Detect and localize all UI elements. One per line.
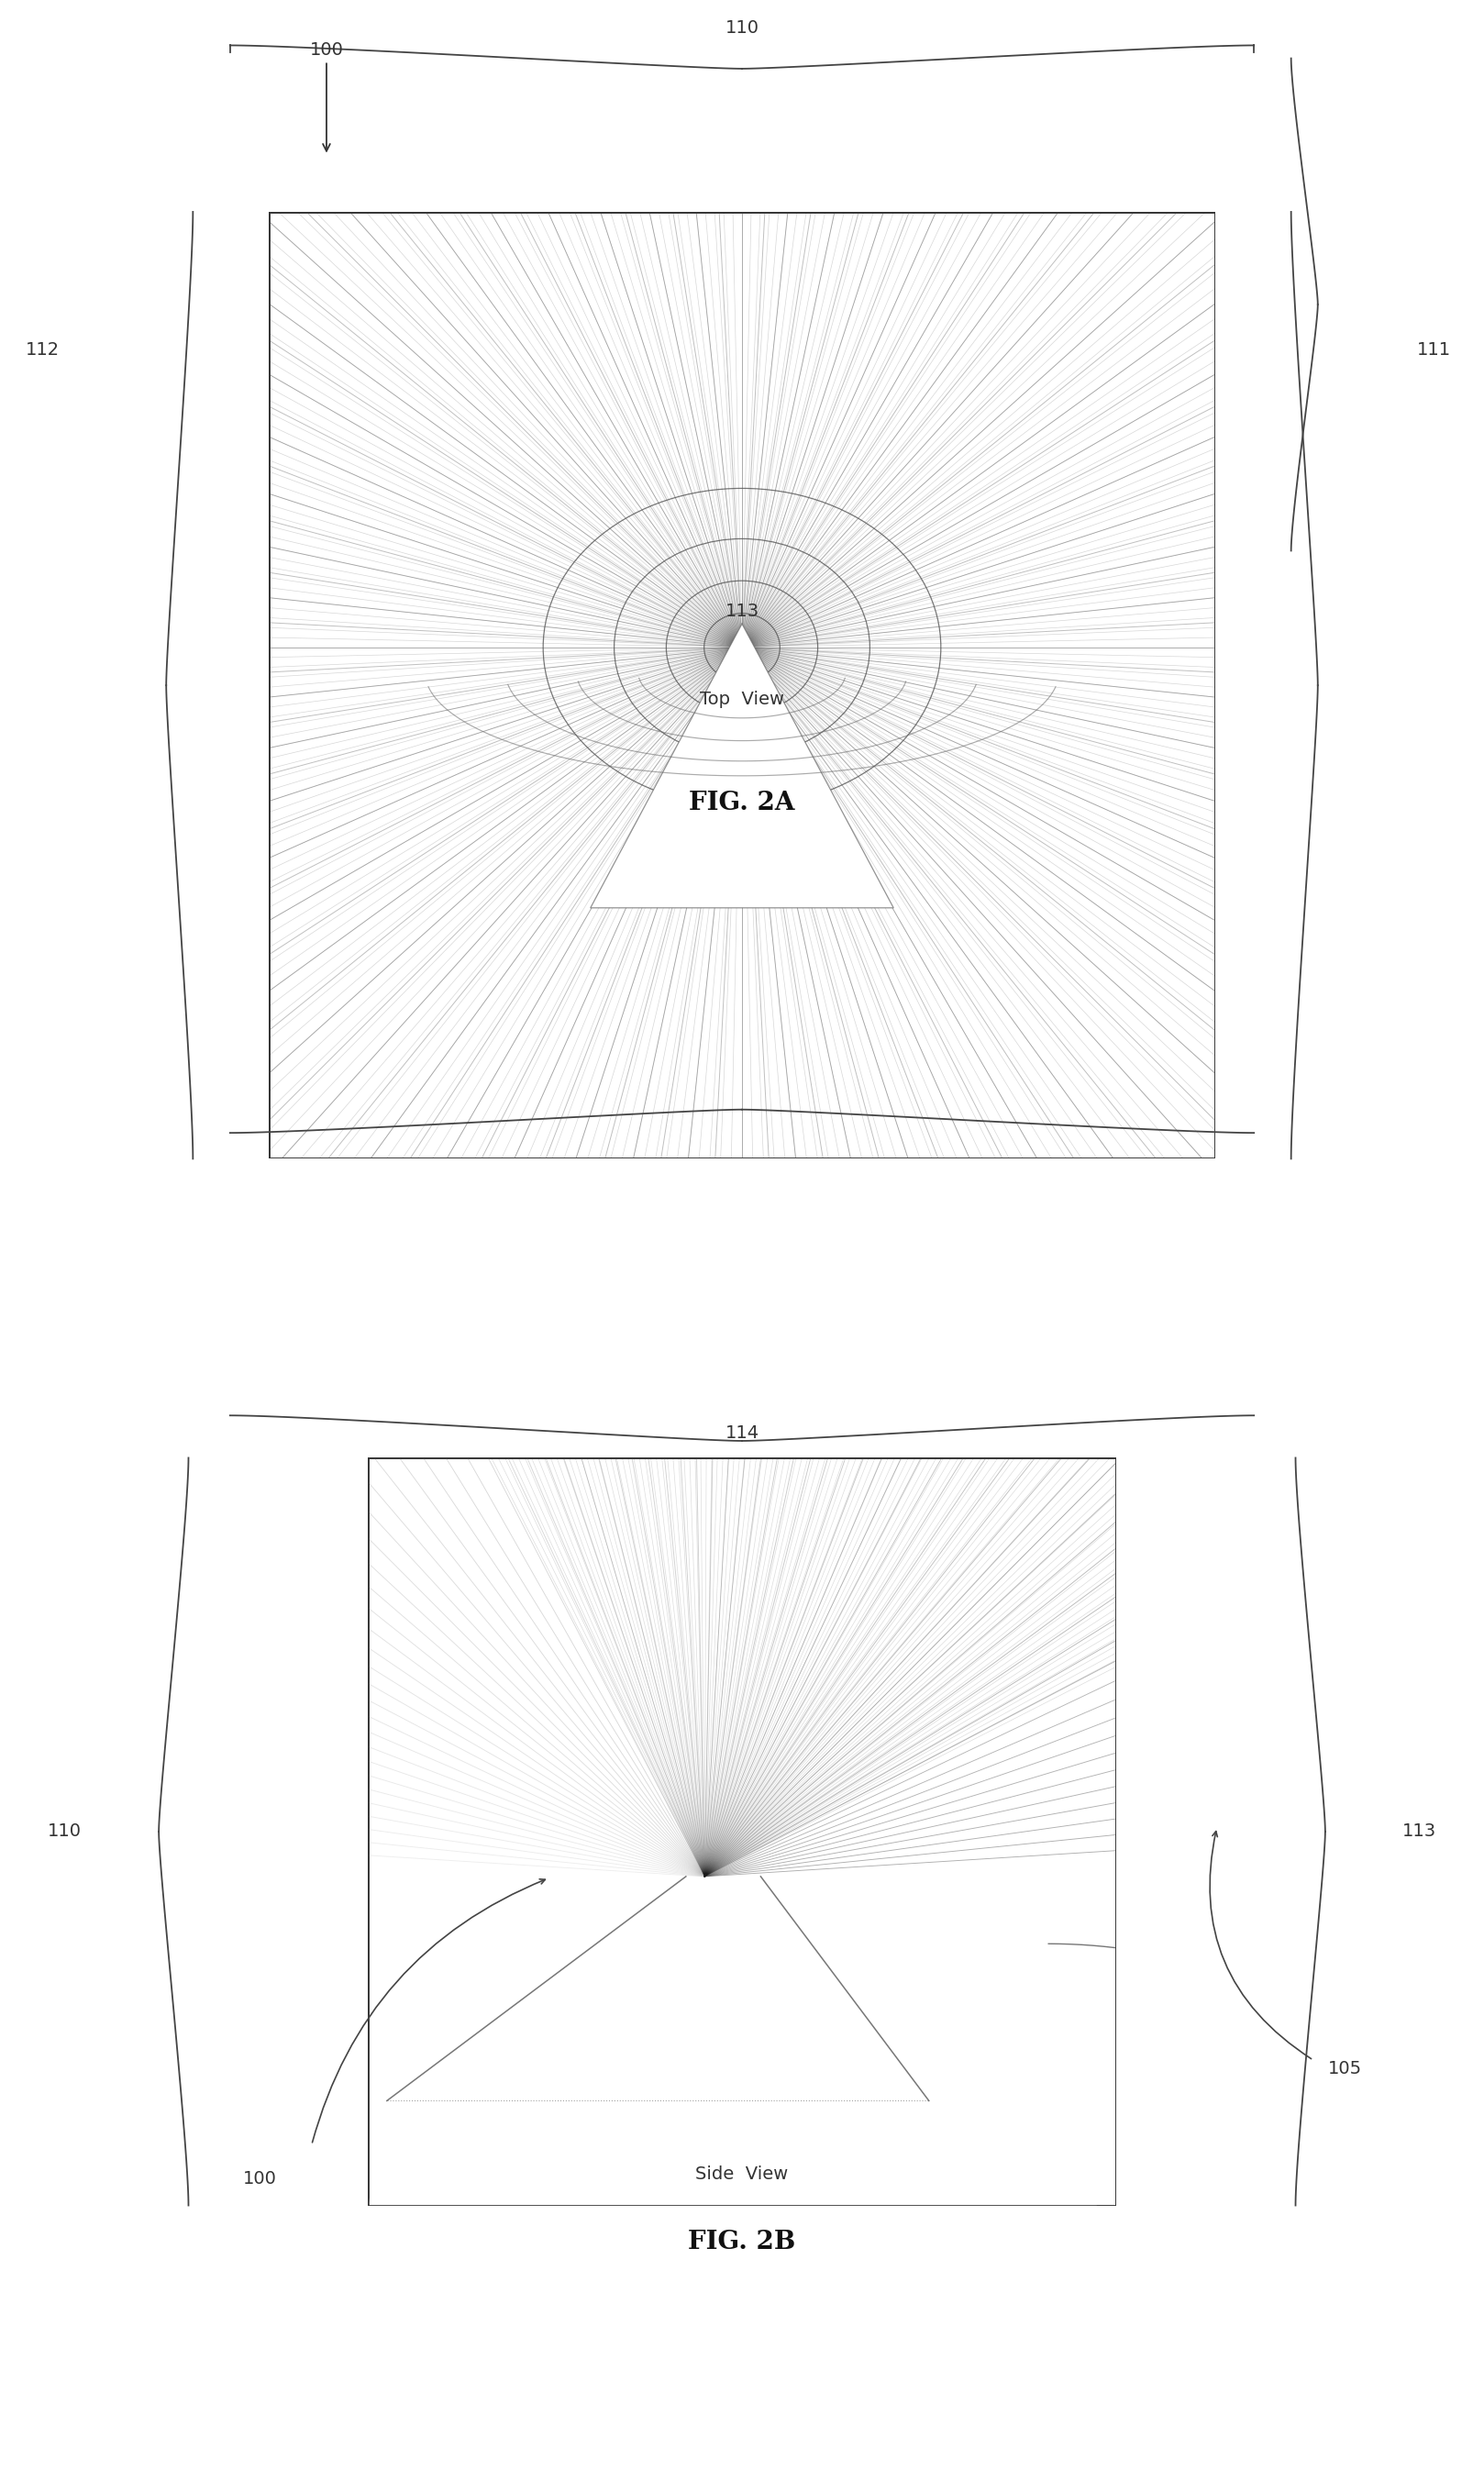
Text: FIG. 2B: FIG. 2B — [689, 2230, 795, 2255]
Text: Side  View: Side View — [696, 2166, 788, 2183]
Text: 112: 112 — [25, 341, 59, 359]
Text: 114: 114 — [726, 1425, 758, 1443]
Text: FIG. 2A: FIG. 2A — [689, 790, 795, 815]
Text: Top  View: Top View — [700, 690, 784, 708]
Polygon shape — [368, 2101, 1097, 2205]
Text: 111: 111 — [1417, 341, 1451, 359]
Text: 100: 100 — [243, 2171, 276, 2188]
Text: 110: 110 — [726, 20, 758, 37]
Text: 113: 113 — [726, 603, 758, 621]
Text: 113: 113 — [1402, 1824, 1437, 1839]
Text: 100: 100 — [310, 40, 343, 152]
Text: 105: 105 — [1328, 2061, 1362, 2078]
Polygon shape — [591, 623, 893, 907]
Text: 110: 110 — [47, 1824, 82, 1839]
